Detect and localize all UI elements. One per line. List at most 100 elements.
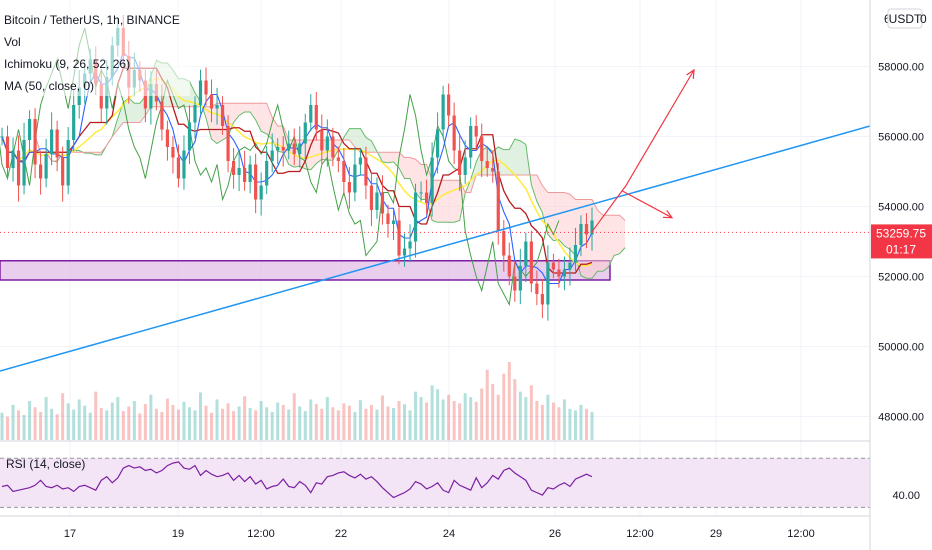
volume-bar <box>176 409 180 440</box>
cloud-segment <box>393 152 400 168</box>
volume-bar <box>221 408 225 440</box>
volume-bar <box>138 413 142 440</box>
trendline[interactable] <box>0 125 871 372</box>
price-axis-top-label-end: 0 <box>920 12 927 26</box>
cloud-segment <box>454 180 460 223</box>
volume-bar <box>66 403 70 440</box>
volume-bar <box>408 410 412 440</box>
cloud-segment <box>134 103 140 123</box>
cloud-segment <box>211 103 218 144</box>
volume-bar <box>502 373 506 440</box>
cloud-segment <box>206 106 212 140</box>
candle-body <box>529 241 533 284</box>
volume-bar <box>496 394 500 440</box>
cloud-segment <box>498 147 504 175</box>
volume-bar <box>50 408 54 440</box>
candle-body <box>590 220 594 235</box>
volume-bar <box>590 411 594 440</box>
candle-body <box>568 262 572 270</box>
volume-bar <box>248 408 252 440</box>
candle-body <box>204 80 208 95</box>
volume-bar <box>28 401 32 440</box>
candle-body <box>309 105 313 123</box>
kijun-sen <box>1 67 593 274</box>
legend-symbol[interactable]: Bitcoin / TetherUS, 1h, BINANCE <box>4 13 180 27</box>
candle-body <box>254 164 258 200</box>
volume-bar <box>331 407 335 440</box>
candle-body <box>231 161 236 175</box>
cloud-segment <box>255 103 262 132</box>
price-axis[interactable]: 58000.00 56000.00 54000.00 52000.00 50000.00… <box>878 62 924 424</box>
current-price-tag <box>871 224 932 259</box>
time-tick-label: 12:00 <box>626 528 654 540</box>
candle-body <box>187 122 192 151</box>
volume-bar <box>17 410 21 440</box>
candle-body <box>540 294 544 305</box>
volume-bar <box>474 401 478 440</box>
price-tick-label: 54000.00 <box>878 202 924 214</box>
candle-body <box>220 105 225 126</box>
candle-body <box>424 192 429 203</box>
candle-body <box>303 122 307 144</box>
currency-button[interactable] <box>887 8 923 29</box>
volume-bar <box>22 415 26 440</box>
volume-bars <box>0 362 594 440</box>
candle-body <box>331 136 335 158</box>
candle-body <box>502 231 506 256</box>
volume-bar <box>485 369 489 440</box>
volume-bar <box>535 401 539 440</box>
price-tick-label: 58000.00 <box>878 62 924 74</box>
candle-body <box>496 171 500 231</box>
volume-bar <box>573 410 577 440</box>
volume-bar <box>568 408 572 440</box>
rsi-band <box>0 458 870 508</box>
candle-body <box>61 157 65 186</box>
volume-bar <box>469 397 473 440</box>
candle-body <box>573 245 578 263</box>
cloud-segment <box>123 98 129 123</box>
legend-backdrop <box>0 8 190 96</box>
volume-bar <box>414 391 418 440</box>
legend-ma[interactable]: MA (50, close, 0) <box>4 79 94 93</box>
volume-bar <box>480 388 484 440</box>
candle-body <box>259 185 263 200</box>
candle-body <box>358 157 363 165</box>
chikou-span <box>0 27 560 307</box>
legend-vol[interactable]: Vol <box>4 35 21 49</box>
cloud-segment <box>272 117 278 152</box>
cloud-segment <box>399 152 405 179</box>
candle-body <box>584 224 589 235</box>
candle-body <box>397 220 401 256</box>
volume-bar <box>386 406 390 440</box>
cloud-segment <box>349 128 355 147</box>
support-zone[interactable] <box>0 260 611 281</box>
cloud-segment <box>509 139 515 175</box>
candle-body <box>66 140 70 186</box>
candle-body <box>325 136 329 151</box>
cloud-segment <box>520 140 526 175</box>
volume-bar <box>0 412 4 440</box>
volume-bar <box>243 396 247 440</box>
volume-bar <box>524 397 528 440</box>
volume-bar <box>452 401 456 440</box>
legend-ichimoku[interactable]: Ichimoku (9, 26, 52, 26) <box>4 57 130 71</box>
volume-bar <box>121 411 125 440</box>
volume-bar <box>254 410 258 440</box>
candle-body <box>198 80 203 105</box>
candle-body <box>430 157 434 203</box>
volume-bar <box>232 411 236 440</box>
time-axis[interactable]: 17 19 12:00 22 24 26 12:00 29 12:00 <box>64 528 815 540</box>
arrow-bullish <box>591 69 695 233</box>
candle-body <box>55 129 59 158</box>
legend-rsi[interactable]: RSI (14, close) <box>6 457 85 471</box>
volume-bar <box>562 399 566 440</box>
projection-arrows[interactable] <box>591 68 695 233</box>
candle-body <box>364 157 368 186</box>
senkou-span-a <box>34 59 626 279</box>
candle-body <box>287 143 291 151</box>
volume-bar <box>33 407 37 440</box>
volume-bar <box>204 405 208 440</box>
volume-bar <box>99 408 103 440</box>
cloud-segment <box>354 128 361 153</box>
